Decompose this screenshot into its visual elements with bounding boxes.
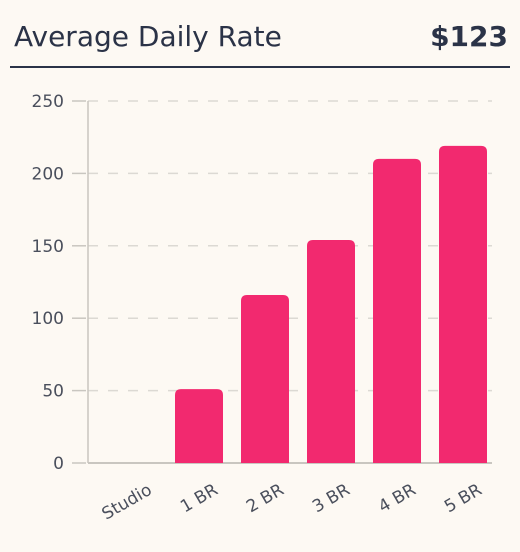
y-tick-label: 50 bbox=[42, 382, 64, 402]
chart-header: Average Daily Rate $123 bbox=[10, 0, 510, 68]
y-tick-label: 100 bbox=[32, 309, 64, 329]
y-tick-label: 200 bbox=[32, 164, 64, 184]
bar-chart: 0 50 100 150 200 250 Studio 1 BR 2 BR 3 BR 4 BR 5 … bbox=[0, 68, 520, 552]
y-tick-label: 150 bbox=[32, 237, 64, 257]
x-tick-label: 1 BR bbox=[177, 480, 222, 517]
chart-title: Average Daily Rate bbox=[14, 20, 282, 53]
bar-chart-svg: 0 50 100 150 200 250 Studio 1 BR 2 BR 3 BR 4 BR 5 … bbox=[32, 92, 492, 524]
x-tick-labels: Studio 1 BR 2 BR 3 BR 4 BR 5 BR bbox=[99, 480, 486, 524]
bar-4-br[interactable] bbox=[373, 158, 421, 464]
bar-5-br[interactable] bbox=[439, 145, 487, 463]
grid-lines bbox=[88, 100, 492, 392]
bar-3-br[interactable] bbox=[307, 240, 355, 463]
x-tick-label: Studio bbox=[99, 480, 156, 524]
x-tick-label: 3 BR bbox=[309, 480, 354, 517]
y-tick-label: 0 bbox=[53, 454, 64, 474]
x-tick-label: 4 BR bbox=[375, 480, 420, 517]
bars bbox=[109, 145, 487, 464]
bar-2-br[interactable] bbox=[241, 295, 289, 463]
x-tick-label: 2 BR bbox=[243, 480, 288, 517]
average-value: $123 bbox=[430, 20, 508, 53]
y-tick-label: 250 bbox=[32, 92, 64, 112]
x-tick-label: 5 BR bbox=[441, 480, 486, 517]
bar-1-br[interactable] bbox=[175, 389, 223, 463]
y-tick-labels: 0 50 100 150 200 250 bbox=[32, 92, 64, 474]
